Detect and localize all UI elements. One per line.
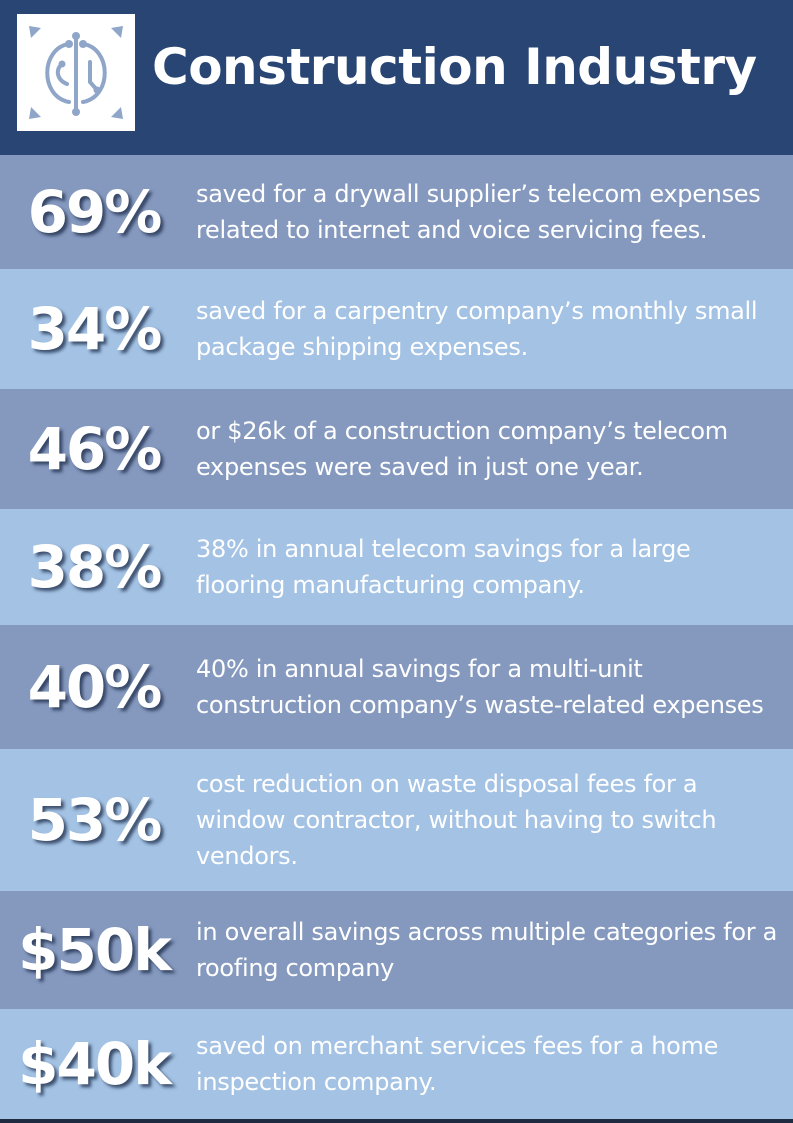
stat-value: 53% — [27, 786, 163, 854]
stat-description: in overall savings across multiple categ… — [196, 918, 778, 982]
bottom-divider — [0, 1119, 793, 1123]
stat-value: 34% — [27, 295, 163, 363]
circuit-logo-icon — [29, 26, 123, 119]
stat-row: 53% cost reduction on waste disposal fee… — [0, 749, 793, 891]
stat-value: 46% — [27, 415, 163, 483]
stat-value: $40k — [18, 1030, 172, 1098]
stat-description: saved for a carpentry company’s monthly … — [196, 297, 758, 361]
stat-row: 34% saved for a carpentry company’s mont… — [0, 269, 793, 389]
page-title: Construction Industry — [152, 38, 757, 96]
stat-value: $50k — [18, 916, 172, 984]
stat-value: 40% — [27, 653, 163, 721]
stat-description: or $26k of a construction company’s tele… — [196, 417, 728, 481]
stat-description: saved for a drywall supplier’s telecom e… — [196, 180, 761, 244]
stat-row: 38% 38% in annual telecom savings for a … — [0, 509, 793, 625]
stat-description: saved on merchant services fees for a ho… — [196, 1032, 719, 1096]
stat-description: 40% in annual savings for a multi-unit c… — [196, 655, 764, 719]
company-logo — [17, 14, 135, 131]
stat-row: 69% saved for a drywall supplier’s telec… — [0, 155, 793, 269]
stat-row: $40k saved on merchant services fees for… — [0, 1009, 793, 1119]
stat-description: cost reduction on waste disposal fees fo… — [196, 770, 717, 870]
stat-row: $50k in overall savings across multiple … — [0, 891, 793, 1009]
header-banner: Construction Industry — [0, 0, 793, 155]
stat-row: 40% 40% in annual savings for a multi-un… — [0, 625, 793, 749]
stat-row: 46% or $26k of a construction company’s … — [0, 389, 793, 509]
stat-value: 69% — [27, 178, 163, 246]
stat-value: 38% — [27, 533, 163, 601]
stat-description: 38% in annual telecom savings for a larg… — [196, 535, 691, 599]
